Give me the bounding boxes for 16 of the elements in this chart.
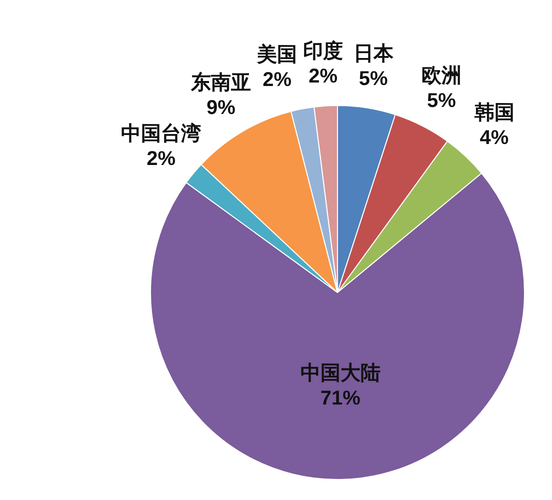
data-label: 2% xyxy=(262,69,292,92)
slice-label: 美国 xyxy=(256,43,298,66)
slice-label: 中国台湾 xyxy=(121,122,202,146)
slice-label: 东南亚 xyxy=(190,70,251,94)
slice-label: 日本 xyxy=(353,42,394,65)
data-label: 71% xyxy=(320,387,361,410)
data-label: 2% xyxy=(308,65,338,88)
data-label: 5% xyxy=(358,68,388,90)
data-label: 4% xyxy=(480,127,509,150)
data-label: 9% xyxy=(206,96,236,119)
slice-label: 印度 xyxy=(303,39,344,62)
slice-label: 韩国 xyxy=(473,102,514,124)
slice-label: 欧洲 xyxy=(421,64,462,87)
slice-label: 中国大陆 xyxy=(300,362,380,384)
data-label: 2% xyxy=(146,148,176,170)
data-label: 5% xyxy=(427,90,456,112)
